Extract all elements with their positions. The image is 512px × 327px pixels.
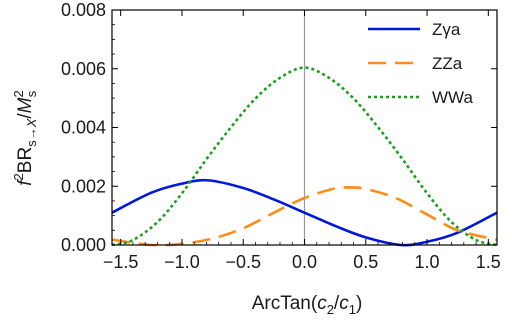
- legend-item: WWa: [368, 88, 473, 107]
- legend-label: Zγa: [432, 20, 461, 39]
- y-tick-label: 0.008: [61, 0, 106, 20]
- legend-item: Zγa: [368, 20, 461, 39]
- x-tick-label: 0.0: [292, 252, 317, 272]
- x-tick-label: −1.0: [164, 252, 200, 272]
- series-line-2: [112, 66, 497, 247]
- plot-area: [112, 10, 497, 247]
- y-tick-label: 0.006: [61, 59, 106, 79]
- x-axis-title: ArcTan(c2/c1): [252, 293, 363, 317]
- x-tick-label: −0.5: [225, 252, 261, 272]
- axis-ticks: −1.5 −1.0 −0.5 0.0 0.5 1.0 1.5 0.000 0.002 0.004 0…: [61, 0, 501, 272]
- y-tick-label: 0.004: [61, 118, 106, 138]
- y-tick-label: 0.002: [61, 176, 106, 196]
- y-tick-label: 0.000: [61, 235, 106, 255]
- legend: Zγa ZZa WWa: [368, 20, 473, 107]
- legend-item: ZZa: [368, 54, 463, 73]
- x-tick-label: 1.5: [476, 252, 501, 272]
- series-line-1: [112, 185, 497, 247]
- legend-label: WWa: [432, 88, 473, 107]
- x-tick-label: 0.5: [353, 252, 378, 272]
- x-tick-label: −1.5: [103, 252, 139, 272]
- y-axis-title: f2BRs→X/M2s: [11, 90, 39, 185]
- x-tick-label: 1.0: [415, 252, 440, 272]
- legend-label: ZZa: [432, 54, 463, 73]
